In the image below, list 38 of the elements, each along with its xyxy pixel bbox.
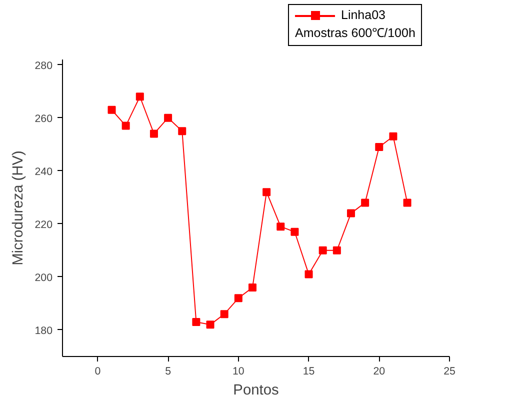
point: [108, 106, 116, 114]
point: [318, 246, 327, 254]
point: [136, 92, 144, 101]
x-tick-label: 25: [444, 366, 456, 378]
legend-label: Linha03: [341, 7, 386, 24]
point: [122, 122, 130, 130]
point: [150, 130, 158, 138]
x-axis-title: Pontos: [233, 382, 279, 398]
point: [346, 209, 355, 218]
point: [403, 198, 412, 207]
y-axis-title: Microdureza (HV): [10, 150, 27, 266]
point: [290, 228, 299, 236]
y-tick-label: 260: [34, 112, 53, 125]
y-tick-label: 280: [34, 60, 53, 72]
y-tick-label: 180: [34, 324, 53, 337]
y-tick-label: 240: [34, 166, 53, 178]
point: [262, 188, 271, 196]
point: [248, 284, 256, 292]
point: [220, 310, 228, 318]
point: [361, 198, 370, 207]
point: [304, 270, 313, 278]
point: [234, 294, 242, 302]
point: [206, 320, 214, 329]
point: [389, 132, 398, 140]
point: [164, 114, 172, 122]
x-tick-label: 0: [94, 366, 101, 378]
x-tick-label: 5: [165, 366, 172, 378]
x-tick-label: 15: [302, 366, 315, 378]
point: [276, 222, 285, 231]
point: [192, 318, 200, 326]
point: [375, 143, 384, 152]
y-tick-label: 220: [34, 218, 53, 231]
x-tick-label: 20: [373, 366, 386, 378]
y-tick-label: 200: [34, 272, 53, 284]
x-tick-label: 10: [232, 366, 244, 378]
point: [178, 127, 186, 136]
text: Amostras 600℃/100h: [295, 25, 416, 42]
point: [332, 246, 341, 254]
